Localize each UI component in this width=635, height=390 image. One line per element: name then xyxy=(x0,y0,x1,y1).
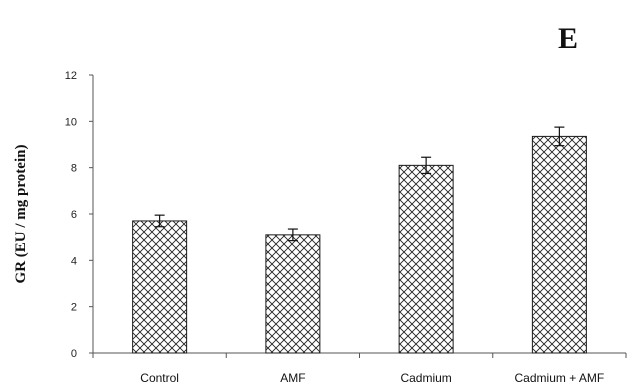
bar-cadmium xyxy=(398,164,454,354)
y-tick-label: 0 xyxy=(71,348,77,360)
error-bar xyxy=(287,228,298,242)
y-axis-label: GR (EU / mg protein) xyxy=(13,145,29,284)
y-tick-label: 4 xyxy=(71,255,77,267)
bar-cadmium-amf xyxy=(531,135,587,354)
category-label: Cadmium xyxy=(400,371,451,385)
category-label: Control xyxy=(140,371,179,385)
x-axis-ticks xyxy=(92,353,627,358)
bars-group xyxy=(132,135,587,354)
y-tick-label: 10 xyxy=(65,116,77,128)
error-bar xyxy=(154,214,165,228)
y-axis-ticks: 0 2 4 6 8 10 12 xyxy=(65,70,93,360)
error-bars-group xyxy=(154,126,565,242)
category-label: Cadmium + AMF xyxy=(515,371,605,385)
error-bar xyxy=(554,126,565,147)
bar-control xyxy=(132,220,188,354)
error-bar xyxy=(421,156,432,175)
y-tick-label: 6 xyxy=(71,209,77,221)
panel-label: E xyxy=(558,22,578,55)
y-tick-label: 8 xyxy=(71,163,77,175)
category-labels: Control AMF Cadmium Cadmium + AMF xyxy=(140,371,604,385)
y-tick-label: 12 xyxy=(65,70,77,82)
y-tick-label: 2 xyxy=(71,302,77,314)
category-label: AMF xyxy=(280,371,305,385)
bar-amf xyxy=(265,234,321,354)
